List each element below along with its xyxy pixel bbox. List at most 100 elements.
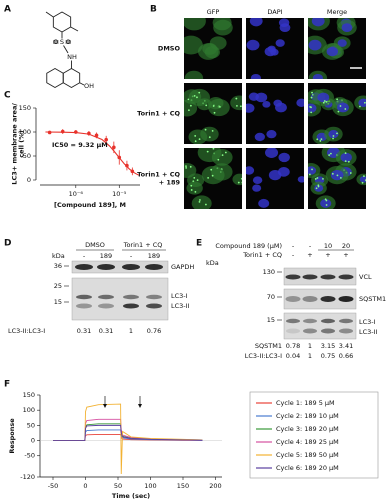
y-axis-label-line: LC3+ membrane area/ — [11, 103, 19, 185]
puncta — [206, 150, 209, 153]
band — [339, 328, 353, 334]
puncta — [349, 172, 352, 174]
puncta — [344, 152, 347, 155]
x-tick-label: 0 — [83, 482, 87, 490]
puncta — [190, 184, 193, 187]
cells — [308, 88, 366, 144]
legend-label: Cycle 1: 189 5 μM — [276, 399, 335, 407]
kda-header: kDa — [52, 252, 65, 260]
band-label: GAPDH — [171, 263, 194, 271]
quant-value: 1 — [308, 342, 312, 350]
band — [286, 328, 300, 334]
y-tick-label: 150 — [23, 391, 35, 399]
cell-gfp — [184, 35, 203, 55]
band — [285, 296, 301, 302]
nucleus — [252, 184, 262, 192]
micrograph — [184, 148, 242, 209]
cell-gfp — [184, 18, 206, 31]
kda-marker: 70 — [267, 293, 275, 301]
band — [303, 328, 317, 334]
ratio-value: 0.76 — [147, 327, 161, 335]
puncta — [212, 148, 215, 150]
band — [338, 274, 354, 280]
panel-label: F — [4, 380, 10, 390]
data-point — [94, 133, 99, 138]
nucleus — [314, 184, 324, 192]
panel-label: B — [150, 5, 157, 15]
nucleus — [358, 98, 366, 107]
treatment-label: Compound 189 (μM) — [215, 242, 282, 250]
x-axis-label: Time (sec) — [112, 492, 150, 500]
puncta — [319, 140, 322, 142]
atom-label: S — [60, 38, 64, 46]
band — [338, 296, 354, 302]
band — [122, 264, 140, 270]
puncta — [240, 177, 242, 180]
puncta — [185, 167, 188, 169]
nucleus — [262, 101, 271, 108]
y-tick-label: -120 — [20, 473, 35, 481]
nucleus — [266, 129, 277, 139]
nucleus — [246, 103, 255, 113]
puncta — [337, 110, 340, 113]
band — [321, 318, 335, 324]
puncta — [323, 100, 326, 102]
nucleus — [254, 132, 265, 142]
kda-marker: 25 — [54, 282, 62, 290]
y-tick-label: 100 — [23, 406, 35, 414]
annotation: IC50 = 9.32 μM — [52, 141, 108, 149]
puncta — [322, 177, 324, 180]
puncta — [194, 135, 197, 137]
band — [123, 294, 139, 300]
treatment-label: Torin1 + CQ — [242, 251, 282, 259]
nucleus — [317, 92, 330, 103]
data-point — [74, 130, 78, 134]
puncta — [188, 109, 190, 112]
puncta — [363, 101, 366, 104]
puncta — [196, 179, 199, 182]
nucleus — [308, 103, 317, 113]
puncta — [194, 191, 197, 193]
series-line — [53, 424, 203, 442]
puncta — [212, 105, 215, 107]
band — [76, 294, 92, 300]
nucleus — [250, 73, 261, 79]
quant-value: 0.78 — [286, 342, 300, 350]
puncta — [320, 138, 323, 141]
nucleus — [252, 176, 263, 185]
row-label: Torin1 + CQ — [137, 110, 180, 118]
cell-gfp — [186, 181, 203, 195]
x-tick-label: 200 — [209, 482, 221, 490]
band — [98, 303, 114, 309]
band-label: VCL — [359, 273, 372, 281]
puncta — [336, 132, 338, 135]
y-tick-label: 100 — [19, 128, 31, 136]
lane-label: + — [325, 251, 330, 259]
puncta — [190, 189, 193, 191]
blot — [283, 288, 357, 310]
y-tick-label: 0 — [27, 176, 31, 184]
cells — [184, 88, 242, 144]
puncta — [311, 91, 313, 94]
atom-label: NH — [67, 53, 77, 61]
x-tick-label: 100 — [144, 482, 156, 490]
cell-gfp — [211, 149, 233, 166]
band — [76, 303, 92, 309]
puncta — [208, 136, 211, 139]
puncta — [218, 105, 221, 108]
puncta — [310, 111, 313, 114]
micrograph — [184, 83, 242, 144]
puncta — [359, 105, 361, 108]
band-label: LC3-I — [171, 292, 188, 300]
blot — [71, 277, 169, 321]
band — [285, 274, 301, 280]
blot — [283, 312, 357, 340]
cell-gfp — [230, 95, 242, 111]
lane-label: 20 — [342, 242, 350, 250]
puncta — [235, 97, 238, 100]
band-label: LC3-II — [359, 328, 378, 336]
band — [303, 318, 317, 324]
data-point — [60, 129, 65, 134]
band — [145, 264, 163, 270]
